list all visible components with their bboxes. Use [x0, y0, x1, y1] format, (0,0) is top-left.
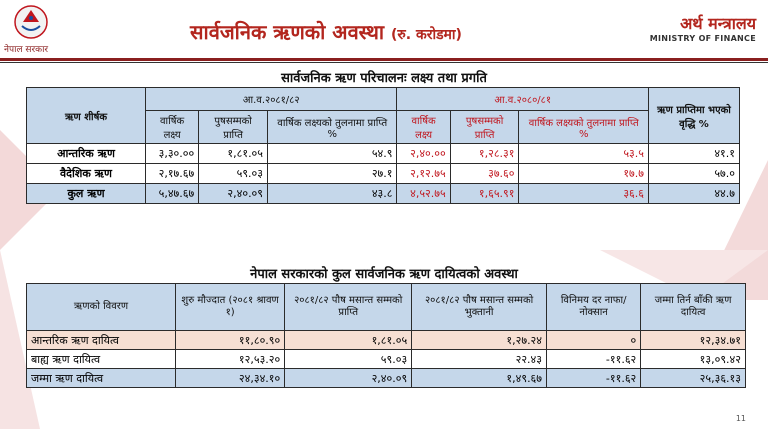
table-cell: २,१७.६७: [144, 163, 200, 184]
table-cell: १,२८.३१: [449, 143, 520, 164]
table1-group-fy8081: आ.व.२०८०/८१: [396, 87, 649, 111]
table-cell: ५९.०३: [198, 163, 268, 184]
table-cell: २२.४३: [411, 349, 547, 369]
table-row: आन्तरिक ऋण दायित्व ११,८०.९० १,८१.०५ १,२७…: [26, 330, 746, 350]
table-cell: १,४९.६७: [411, 368, 547, 388]
ministry-logo: अर्थ मन्त्रालय MINISTRY OF FINANCE: [650, 12, 756, 43]
table1-growth-head: ऋण प्राप्तिमा भएको वृद्धि %: [648, 87, 740, 144]
table2-head: २०८१/८२ पौष मसान्त सम्मको भुक्तानी: [411, 283, 547, 331]
table1-sub-head: वार्षिक लक्ष्य: [144, 110, 200, 144]
table-cell: ४४.७: [648, 183, 740, 204]
table-cell: ३६.६: [518, 183, 649, 204]
page-title: सार्वजनिक ऋणको अवस्था (रु. करोडमा): [190, 18, 462, 45]
table1-sub-head: पुषसम्मको प्राप्ति: [198, 110, 268, 144]
table-cell: २,४०.००: [396, 143, 451, 164]
table2-title: नेपाल सरकारको कुल सार्वजनिक ऋण दायित्वको…: [250, 267, 518, 282]
table1-sub-head: वार्षिक लक्ष्यको तुलनामा प्राप्ति %: [266, 110, 398, 144]
table2-head: विनिमय दर नाफा/नोक्सान: [545, 283, 642, 331]
table-cell: १,२७.२४: [411, 330, 547, 350]
table-cell: २४,३४.१०: [174, 368, 286, 388]
table1-group-fy8182: आ.व.२०८१/८२: [144, 87, 398, 111]
table-cell: २५,३६.१३: [640, 368, 746, 388]
ministry-name-np: अर्थ मन्त्रालय: [680, 14, 756, 33]
nepal-emblem-icon: [14, 5, 48, 39]
table-cell: ३७.६०: [449, 163, 520, 184]
table1-sub-head: पुषसम्मको प्राप्ति: [449, 110, 520, 144]
table-cell: ५७.०: [648, 163, 740, 184]
table-cell: १७.७: [518, 163, 649, 184]
row-label: कुल ऋण: [26, 183, 146, 204]
table-cell: ५,४७.६७: [144, 183, 200, 204]
table-cell: १२,३४.७१: [640, 330, 746, 350]
table-cell: ४३.८: [266, 183, 398, 204]
row-label: वैदेशिक ऋण: [26, 163, 146, 184]
table2-head: ऋणको विवरण: [26, 283, 176, 331]
table-cell: ११,८०.९०: [174, 330, 286, 350]
table-cell: १,६५.९१: [449, 183, 520, 204]
header-divider: [0, 58, 768, 61]
table-cell: २,४०.०९: [198, 183, 268, 204]
debt-liability-table: ऋणको विवरण शुरु मौज्दात (२०८१ श्रावण १) …: [26, 283, 746, 388]
table-cell: -११.६२: [545, 368, 642, 388]
page-title-text: सार्वजनिक ऋणको अवस्था: [190, 20, 385, 44]
header-divider-thin: [0, 62, 768, 63]
page-title-unit: (रु. करोडमा): [391, 27, 462, 43]
table1-sub-head: वार्षिक लक्ष्यको तुलनामा प्राप्ति %: [518, 110, 649, 144]
table1-col-head: ऋण शीर्षक: [26, 87, 146, 144]
table-cell: ५४.९: [266, 143, 398, 164]
row-label: जम्मा ऋण दायित्व: [26, 368, 176, 388]
table-row-total: जम्मा ऋण दायित्व २४,३४.१० २,४०.०९ १,४९.६…: [26, 368, 746, 388]
government-label: नेपाल सरकार: [4, 45, 49, 55]
table-cell: २७.१: [266, 163, 398, 184]
row-label: आन्तरिक ऋण: [26, 143, 146, 164]
table-cell: ०: [545, 330, 642, 350]
page-number: 11: [735, 414, 746, 423]
table-row: आन्तरिक ऋण ३,३०.०० १,८१.०५ ५४.९ २,४०.०० …: [26, 143, 740, 164]
table-row-total: कुल ऋण ५,४७.६७ २,४०.०९ ४३.८ ४,५२.७५ १,६५…: [26, 183, 740, 204]
table-cell: २,४०.०९: [284, 368, 413, 388]
table-cell: ५३.५: [518, 143, 649, 164]
table-cell: १३,०९.४२: [640, 349, 746, 369]
table-cell: -११.६२: [545, 349, 642, 369]
ministry-name-en: MINISTRY OF FINANCE: [649, 34, 756, 43]
row-label: आन्तरिक ऋण दायित्व: [26, 330, 176, 350]
table2-head: २०८१/८२ पौष मसान्त सम्मको प्राप्ति: [284, 283, 413, 331]
table1-sub-head: वार्षिक लक्ष्य: [396, 110, 451, 144]
table-cell: १२,५३.२०: [174, 349, 286, 369]
debt-mobilization-table: ऋण शीर्षक आ.व.२०८१/८२ आ.व.२०८०/८१ ऋण प्र…: [26, 87, 740, 204]
table-cell: ५९.०३: [284, 349, 413, 369]
table-row: वैदेशिक ऋण २,१७.६७ ५९.०३ २७.१ २,१२.७५ ३७…: [26, 163, 740, 184]
table-cell: १,८१.०५: [284, 330, 413, 350]
row-label: बाह्य ऋण दायित्व: [26, 349, 176, 369]
table-cell: २,१२.७५: [396, 163, 451, 184]
table1-title: सार्वजनिक ऋण परिचालनः लक्ष्य तथा प्रगति: [281, 71, 487, 86]
table2-head: जम्मा तिर्न बाँकी ऋण दायित्व: [640, 283, 746, 331]
table-cell: ४,५२.७५: [396, 183, 451, 204]
table-cell: ३,३०.००: [144, 143, 200, 164]
table2-head: शुरु मौज्दात (२०८१ श्रावण १): [174, 283, 286, 331]
table-cell: ४१.१: [648, 143, 740, 164]
table-cell: १,८१.०५: [198, 143, 268, 164]
header: नेपाल सरकार सार्वजनिक ऋणको अवस्था (रु. क…: [0, 0, 768, 58]
table-row: बाह्य ऋण दायित्व १२,५३.२० ५९.०३ २२.४३ -१…: [26, 349, 746, 369]
